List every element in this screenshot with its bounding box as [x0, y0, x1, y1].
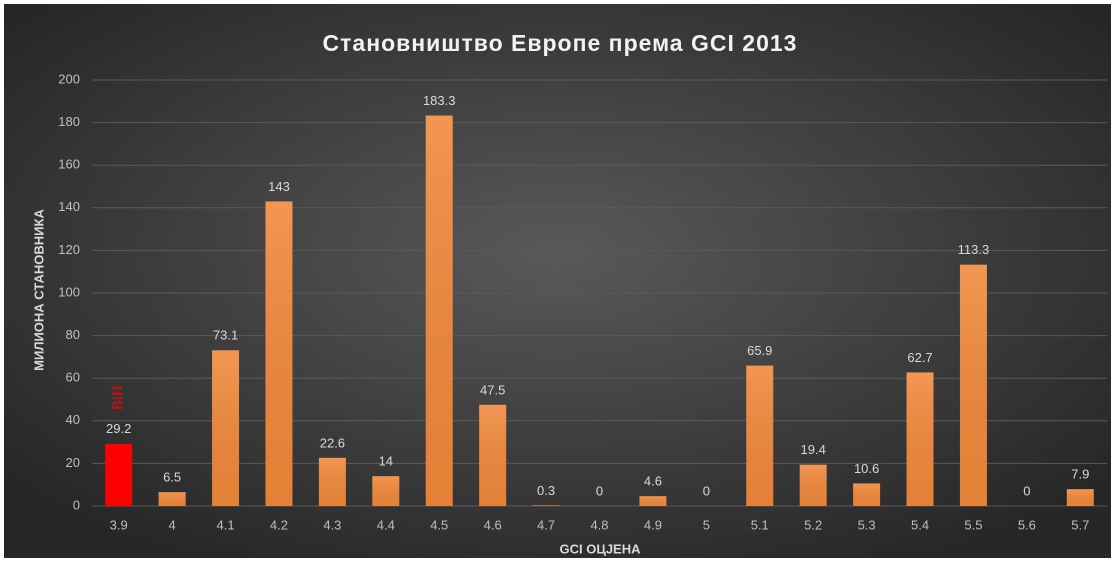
y-tick-label: 120 — [58, 242, 80, 257]
y-tick-label: 200 — [58, 71, 80, 86]
bar-shade — [746, 365, 774, 506]
x-tick-label: 5.3 — [858, 517, 876, 532]
x-tick-label: 4.4 — [377, 517, 395, 532]
x-tick-label: 5.5 — [964, 517, 982, 532]
y-tick-label: 20 — [66, 455, 80, 470]
data-label: 0 — [596, 483, 603, 498]
y-tick-label: 140 — [58, 199, 80, 214]
x-tick-label: 4.7 — [537, 517, 555, 532]
y-tick-label: 180 — [58, 114, 80, 129]
y-tick-label: 0 — [73, 497, 80, 512]
x-tick-label: 4.3 — [323, 517, 341, 532]
y-tick-label: 80 — [66, 327, 80, 342]
bar — [105, 443, 133, 506]
bar-shade — [318, 457, 346, 506]
x-tick-label: 4.1 — [217, 517, 235, 532]
y-tick-label: 160 — [58, 157, 80, 172]
chart-title: Становништво Европе према GCI 2013 — [323, 30, 798, 56]
x-tick-label: 4.9 — [644, 517, 662, 532]
bar-shade — [265, 201, 293, 506]
x-tick-label: 5.2 — [804, 517, 822, 532]
data-label: 47.5 — [480, 382, 505, 397]
data-label: 29.2 — [106, 421, 131, 436]
bar-shade — [158, 492, 186, 506]
bar-shade — [212, 350, 240, 506]
data-label: 113.3 — [958, 242, 990, 257]
data-label: 22.6 — [320, 435, 345, 450]
data-label: 0 — [703, 483, 710, 498]
data-label: 14 — [379, 454, 393, 469]
x-tick-label: 5.4 — [911, 517, 929, 532]
data-label: 0 — [1023, 483, 1030, 498]
bar-shade — [1066, 489, 1094, 506]
data-label: 73.1 — [213, 328, 238, 343]
data-label: 10.6 — [854, 461, 879, 476]
data-label: 0.3 — [537, 483, 555, 498]
data-label: 62.7 — [907, 350, 932, 365]
data-label: 7.9 — [1071, 467, 1089, 482]
bar-shade — [532, 505, 560, 506]
x-tick-label: 4.6 — [484, 517, 502, 532]
y-tick-label: 100 — [58, 284, 80, 299]
x-tick-label: 5.6 — [1018, 517, 1036, 532]
x-axis-title: GCI ОЦЈЕНА — [559, 541, 641, 556]
y-tick-label: 60 — [66, 370, 80, 385]
bar-shade — [425, 115, 453, 507]
bar-shade — [799, 464, 827, 506]
data-label: 183.3 — [423, 93, 456, 108]
x-tick-label: 5.7 — [1071, 517, 1089, 532]
bar-shade — [372, 476, 400, 506]
bar-shade — [906, 372, 934, 506]
x-tick-label: 4.2 — [270, 517, 288, 532]
data-label: 4.6 — [644, 474, 662, 489]
x-tick-label: 4.5 — [430, 517, 448, 532]
bar-shade — [853, 483, 881, 506]
x-tick-label: 5 — [703, 517, 710, 532]
bar-shade — [959, 264, 987, 506]
x-tick-label: 4.8 — [590, 517, 608, 532]
data-label: 19.4 — [801, 442, 826, 457]
x-tick-label: 3.9 — [110, 517, 128, 532]
data-label: 6.5 — [163, 470, 181, 485]
y-tick-label: 40 — [66, 412, 80, 427]
data-label: 65.9 — [747, 343, 772, 358]
data-label: 143 — [268, 179, 290, 194]
bar-shade — [479, 404, 507, 506]
bar-shade — [639, 496, 667, 506]
x-tick-label: 4 — [169, 517, 176, 532]
x-tick-label: 5.1 — [751, 517, 769, 532]
y-axis-title: МИЛИОНА СТАНОВНИКА — [31, 209, 46, 371]
annotation: BiH — [110, 385, 126, 410]
